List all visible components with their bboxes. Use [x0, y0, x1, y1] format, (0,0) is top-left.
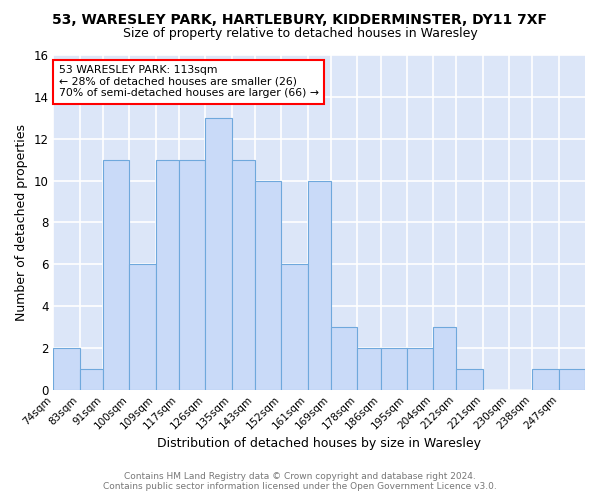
Bar [103, 160, 130, 390]
Bar [80, 369, 103, 390]
Bar [559, 369, 585, 390]
X-axis label: Distribution of detached houses by size in Waresley: Distribution of detached houses by size … [157, 437, 481, 450]
Bar [281, 264, 308, 390]
Bar [255, 180, 281, 390]
Text: Size of property relative to detached houses in Waresley: Size of property relative to detached ho… [122, 28, 478, 40]
Bar [155, 160, 179, 390]
Bar [357, 348, 380, 390]
Bar [532, 369, 559, 390]
Bar [331, 327, 357, 390]
Bar [407, 348, 433, 390]
Bar [53, 348, 80, 390]
Bar [380, 348, 407, 390]
Text: 53, WARESLEY PARK, HARTLEBURY, KIDDERMINSTER, DY11 7XF: 53, WARESLEY PARK, HARTLEBURY, KIDDERMIN… [53, 12, 548, 26]
Text: Contains HM Land Registry data © Crown copyright and database right 2024.
Contai: Contains HM Land Registry data © Crown c… [103, 472, 497, 491]
Bar [457, 369, 483, 390]
Bar [130, 264, 155, 390]
Text: 53 WARESLEY PARK: 113sqm
← 28% of detached houses are smaller (26)
70% of semi-d: 53 WARESLEY PARK: 113sqm ← 28% of detach… [59, 65, 319, 98]
Bar [205, 118, 232, 390]
Bar [308, 180, 331, 390]
Y-axis label: Number of detached properties: Number of detached properties [15, 124, 28, 321]
Bar [433, 327, 457, 390]
Bar [232, 160, 255, 390]
Bar [179, 160, 205, 390]
